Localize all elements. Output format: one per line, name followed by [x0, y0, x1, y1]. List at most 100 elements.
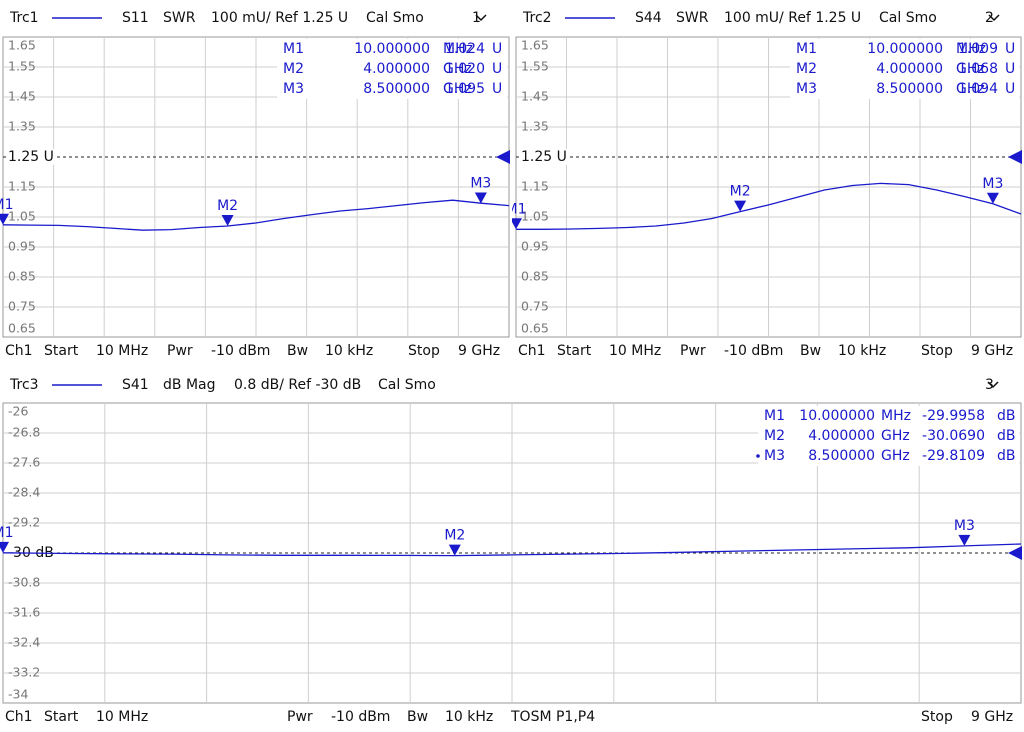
marker-triangle [512, 218, 522, 230]
marker-readout-bg [277, 39, 507, 99]
channel-info: 10 MHz [609, 343, 661, 359]
window-number: 2 [985, 10, 994, 26]
marker-response-unit: U [492, 41, 502, 57]
marker-response: 1.095 [445, 81, 485, 97]
y-tick-label: -27.6 [8, 455, 40, 470]
marker-response: -29.8109 [922, 448, 985, 464]
marker-stimulus: 8.500000 [363, 81, 430, 97]
window-number: 3 [985, 377, 994, 393]
y-tick-label: 1.65 [521, 38, 549, 53]
cal-state: Cal Smo [366, 10, 424, 26]
marker-stimulus-unit: GHz [881, 448, 910, 464]
y-tick-label: 1.35 [8, 119, 36, 134]
scale: 100 mU/ Ref 1.25 U [211, 10, 348, 26]
y-tick-label: 1.45 [8, 89, 36, 104]
y-tick-label: -26.8 [8, 425, 40, 440]
y-tick-label: 0.95 [521, 239, 549, 254]
y-tick-label: -28.4 [8, 485, 40, 500]
channel-info: Stop [408, 343, 440, 359]
y-tick-label: 0.75 [8, 299, 36, 314]
marker-name: M1 [796, 41, 817, 57]
marker-label: M1 [0, 525, 14, 541]
marker-triangle [958, 534, 971, 546]
marker-name: M2 [283, 61, 304, 77]
y-tick-label: 0.85 [8, 269, 36, 284]
marker-name: M2 [796, 61, 817, 77]
y-tick-label: -31.6 [8, 605, 40, 620]
marker-stimulus: 10.000000 [867, 41, 943, 57]
marker-response-unit: U [492, 61, 502, 77]
reference-arrow [1008, 150, 1022, 164]
y-tick-label: -29.2 [8, 515, 40, 530]
marker-triangle [0, 541, 9, 553]
marker-response-unit: dB [997, 428, 1016, 444]
channel-info: Start [44, 343, 79, 359]
marker-name: M1 [764, 408, 785, 424]
cal-state: Cal Smo [879, 10, 937, 26]
marker-readout-bg [758, 406, 1019, 466]
marker-label: M2 [217, 198, 238, 214]
y-tick-label: 1.05 [8, 209, 36, 224]
channel-info: -10 dBm [724, 343, 783, 359]
channel-info: TOSM P1,P4 [510, 709, 595, 725]
channel-info: -10 dBm [211, 343, 270, 359]
marker-stimulus: 10.000000 [354, 41, 430, 57]
cal-state: Cal Smo [378, 377, 436, 393]
marker-label: M1 [506, 201, 527, 217]
channel-info: Bw [407, 709, 428, 725]
trace [2, 199, 510, 231]
label-bg [7, 149, 55, 165]
marker-stimulus-unit: GHz [443, 61, 472, 77]
y-tick-label: 0.75 [521, 299, 549, 314]
marker-stimulus-unit: MHz [881, 408, 911, 424]
y-tick-label: 0.95 [8, 239, 36, 254]
y-tick-label: -34 [8, 687, 28, 702]
marker-name: M1 [283, 41, 304, 57]
marker-response-unit: U [1005, 41, 1015, 57]
marker-label: M3 [982, 176, 1003, 192]
marker-response-unit: dB [997, 448, 1016, 464]
channel-info: Ch1 [5, 709, 33, 725]
marker-triangle [474, 192, 487, 204]
channel-info: 10 MHz [96, 343, 148, 359]
marker-triangle [221, 215, 234, 226]
marker-response: 1.024 [445, 41, 485, 57]
marker-label: M2 [730, 184, 751, 200]
marker-stimulus: 8.500000 [808, 448, 875, 464]
measurement: S44 [635, 10, 662, 26]
channel-info: Ch1 [5, 343, 33, 359]
channel-info: Bw [800, 343, 821, 359]
marker-name: M2 [764, 428, 785, 444]
window-chevron[interactable] [475, 14, 1000, 389]
channel-info: Bw [287, 343, 308, 359]
channel-info: 10 kHz [838, 343, 886, 359]
channel-info: -10 dBm [331, 709, 390, 725]
marker-name: M3 [283, 81, 304, 97]
marker-readout-bg [790, 39, 1019, 99]
y-tick-label: 0.65 [521, 321, 549, 336]
y-tick-label: 1.25 U [8, 149, 54, 165]
y-tick-label: -26 [8, 404, 28, 419]
marker-name: M3 [764, 448, 785, 464]
marker-response: 1.009 [958, 41, 998, 57]
format: SWR [676, 10, 709, 26]
marker-stimulus: 4.000000 [363, 61, 430, 77]
window-number: 1 [472, 10, 481, 26]
marker-response-unit: U [1005, 61, 1015, 77]
channel-info: Pwr [680, 343, 706, 359]
marker-stimulus-unit: GHz [881, 428, 910, 444]
y-tick-label: 1.55 [8, 59, 36, 74]
trace [516, 182, 1022, 230]
marker-stimulus: 4.000000 [808, 428, 875, 444]
trace-name: Trc2 [522, 10, 552, 26]
marker-triangle [986, 192, 999, 204]
y-tick-label: -33.2 [8, 665, 40, 680]
channel-info: 10 MHz [96, 709, 148, 725]
channel-info: 9 GHz [971, 343, 1013, 359]
y-tick-label: 1.15 [8, 179, 36, 194]
y-tick-label: -30.8 [8, 575, 40, 590]
channel-info: Pwr [167, 343, 193, 359]
measurement: S41 [122, 377, 149, 393]
marker-triangle [448, 544, 461, 556]
